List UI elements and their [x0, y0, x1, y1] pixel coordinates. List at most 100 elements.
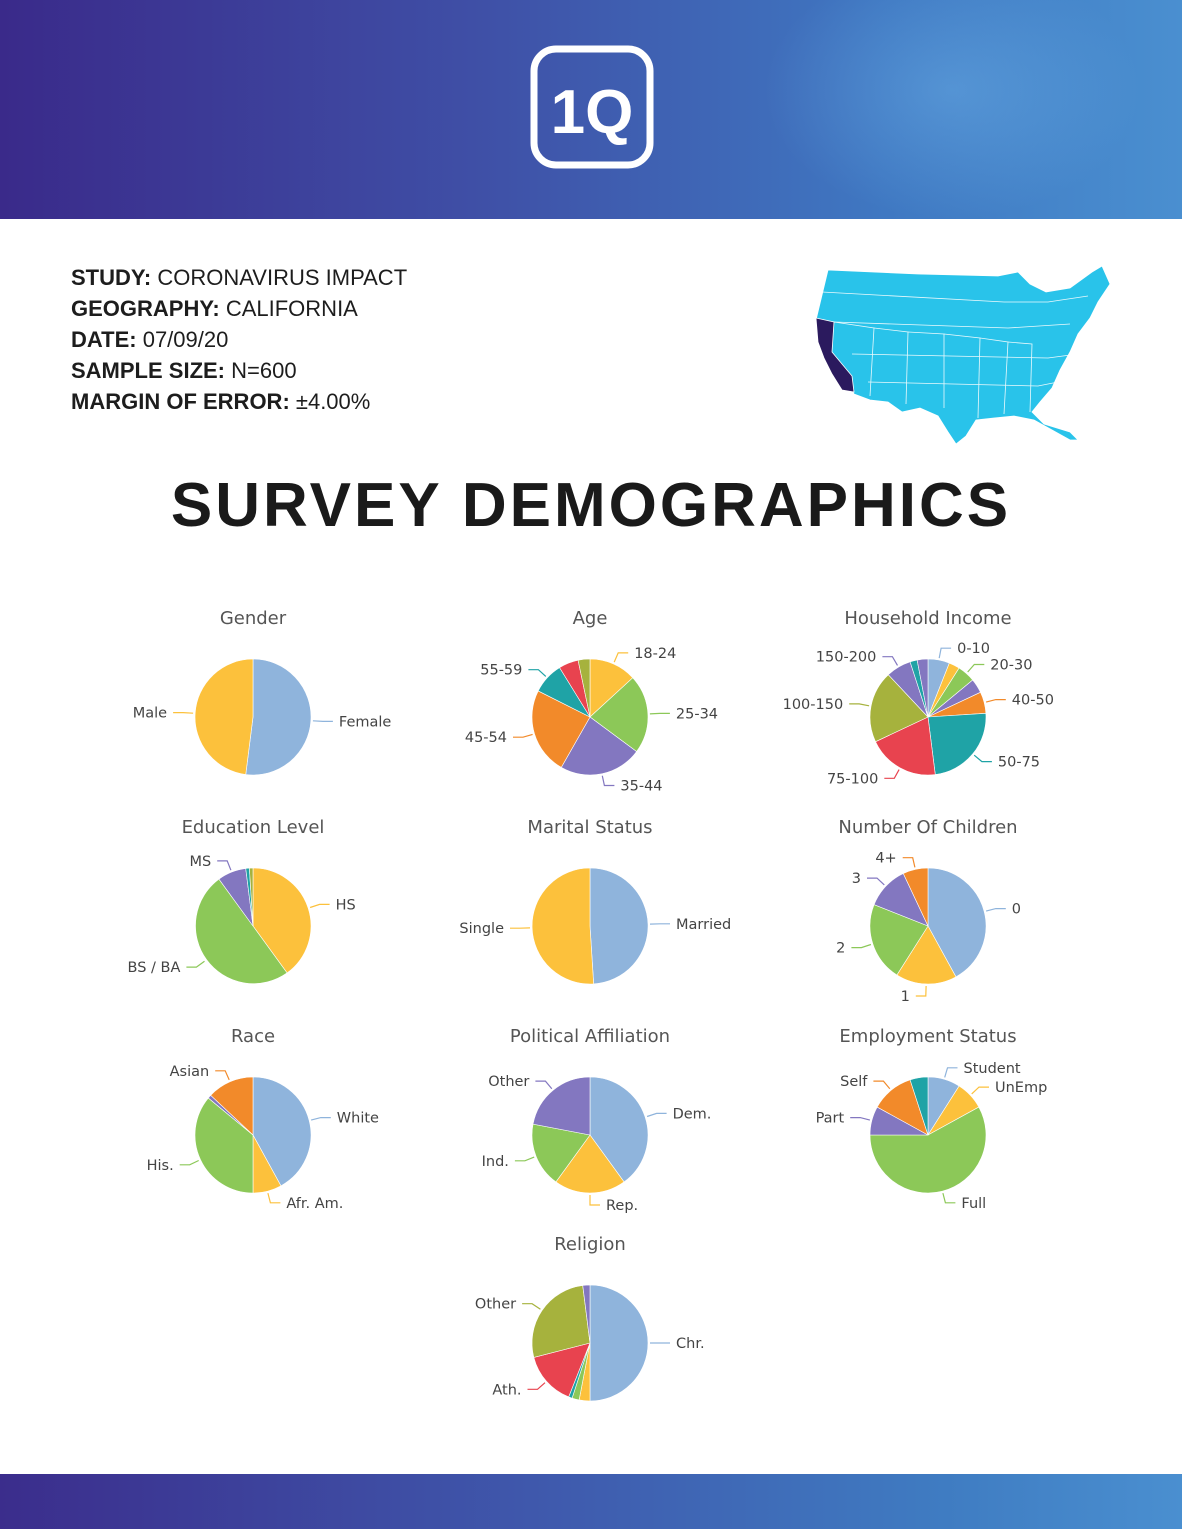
- slice-label: 45-54: [465, 730, 507, 746]
- label-leader-line: [902, 857, 916, 868]
- slice-label: 50-75: [998, 755, 1040, 771]
- pie-slice-white: [252, 1076, 312, 1187]
- geography-key: GEOGRAPHY:: [71, 296, 220, 321]
- geography-row: GEOGRAPHY: CALIFORNIA: [71, 293, 407, 324]
- pie-slice-0: [927, 867, 987, 978]
- study-value: CORONAVIRUS IMPACT: [151, 265, 408, 290]
- chart-title: Race: [231, 1026, 275, 1047]
- label-leader-line: [649, 712, 670, 715]
- label-leader-line: [522, 1303, 541, 1310]
- pie-slice-bs-ba: [195, 878, 288, 984]
- date-key: DATE:: [71, 327, 137, 352]
- pie-slice-50-75: [927, 713, 987, 775]
- pie-chart-age: Age 18-24 25-34 35-44 45-54 55-59: [465, 608, 718, 795]
- slice-label: Asian: [170, 1064, 210, 1080]
- chart-title: Gender: [220, 608, 287, 629]
- slice-label: Ind.: [482, 1154, 509, 1170]
- pie-slice-rep: [555, 1134, 625, 1194]
- slice-label: His.: [147, 1158, 174, 1174]
- pie-slice-45-54: [531, 690, 591, 768]
- slice-label: 2: [836, 941, 845, 957]
- chart-title: Employment Status: [839, 1026, 1016, 1047]
- label-leader-line: [186, 960, 205, 968]
- label-leader-line: [513, 733, 533, 738]
- slice-label: 75-100: [827, 771, 878, 787]
- label-leader-line: [589, 1195, 600, 1206]
- geography-value: CALIFORNIA: [219, 296, 358, 321]
- pie-slice-unlabeled-5: [909, 1076, 929, 1136]
- label-leader-line: [215, 1070, 230, 1081]
- label-leader-line: [535, 1080, 553, 1090]
- pie-slice-other: [532, 1076, 591, 1136]
- us-map-body: [815, 265, 1110, 445]
- chart-title: Age: [573, 608, 608, 629]
- label-leader-line: [849, 703, 870, 707]
- label-leader-line: [938, 647, 952, 659]
- slice-label: 3: [852, 871, 861, 887]
- label-leader-line: [217, 860, 232, 871]
- date-row: DATE: 07/09/20: [71, 324, 407, 355]
- slice-label: 150-200: [816, 650, 877, 666]
- label-leader-line: [267, 1192, 281, 1204]
- pie-slice-75-100: [875, 716, 936, 776]
- pie-chart-employment-status: Employment Status Student UnEmp Full Part Sel…: [816, 1026, 1048, 1212]
- chart-title: Political Affiliation: [510, 1026, 670, 1047]
- label-leader-line: [967, 663, 985, 673]
- label-leader-line: [985, 907, 1006, 912]
- label-leader-line: [309, 903, 330, 909]
- sample-size-row: SAMPLE SIZE: N=600: [71, 355, 407, 386]
- state-borders: [821, 291, 1089, 419]
- california-highlight: [815, 317, 855, 393]
- label-leader-line: [173, 711, 194, 714]
- pie-chart-political-affiliation: Political Affiliation Dem. Rep. Ind. Other: [482, 1026, 712, 1214]
- pie-slice-unlabeled-4: [249, 867, 254, 927]
- label-leader-line: [971, 1086, 989, 1095]
- slice-label: 20-30: [990, 658, 1032, 674]
- slice-label: Single: [459, 921, 504, 937]
- pie-slice-other: [531, 1285, 591, 1358]
- pie-slice-full: [869, 1106, 987, 1194]
- slice-label: Afr. Am.: [286, 1196, 343, 1212]
- pie-slice-ind: [531, 1123, 591, 1183]
- pie-slice-female: [245, 658, 312, 776]
- slice-label: HS: [336, 897, 356, 913]
- label-leader-line: [310, 1116, 331, 1121]
- slice-label: MS: [189, 854, 211, 870]
- pie-slice-chr: [589, 1284, 649, 1402]
- slice-label: Other: [475, 1297, 516, 1313]
- study-row: STUDY: CORONAVIRUS IMPACT: [71, 262, 407, 293]
- label-leader-line: [528, 669, 547, 677]
- date-value: 07/09/20: [136, 327, 229, 352]
- slice-label: Self: [840, 1074, 868, 1090]
- slice-label: UnEmp: [995, 1080, 1047, 1096]
- slice-label: Ath.: [492, 1382, 521, 1398]
- slice-label: 25-34: [676, 706, 718, 722]
- header-banner: 1Q: [0, 0, 1182, 219]
- slice-label: 0: [1012, 902, 1021, 918]
- margin-of-error-value: ±4.00%: [289, 389, 371, 414]
- label-leader-line: [985, 698, 1006, 703]
- slice-label: Married: [676, 917, 731, 933]
- pie-chart-education-level: Education Level HS BS / BA MS: [128, 817, 356, 984]
- label-leader-line: [646, 1112, 667, 1118]
- label-leader-line: [851, 943, 872, 949]
- label-leader-line: [882, 656, 899, 666]
- slice-label: 40-50: [1012, 693, 1054, 709]
- label-leader-line: [312, 720, 333, 723]
- slice-label: Student: [964, 1061, 1021, 1077]
- slice-label: 0-10: [957, 641, 990, 657]
- brand-logo: 1Q: [530, 45, 654, 169]
- slice-label: Part: [816, 1111, 845, 1127]
- pie-chart-number-of-children: Number Of Children 0 1 2 3 4+: [836, 817, 1021, 1005]
- slice-label: Rep.: [606, 1198, 638, 1214]
- logo-text: 1Q: [551, 78, 634, 147]
- label-leader-line: [601, 775, 615, 787]
- slice-label: 1: [901, 989, 910, 1005]
- pie-chart-gender: Gender Female Male: [133, 608, 391, 776]
- page-headline: SURVEY DEMOGRAPHICS: [170, 471, 1012, 540]
- chart-title: Household Income: [844, 608, 1011, 629]
- pie-slice-ath: [533, 1342, 591, 1398]
- chart-title: Marital Status: [527, 817, 652, 838]
